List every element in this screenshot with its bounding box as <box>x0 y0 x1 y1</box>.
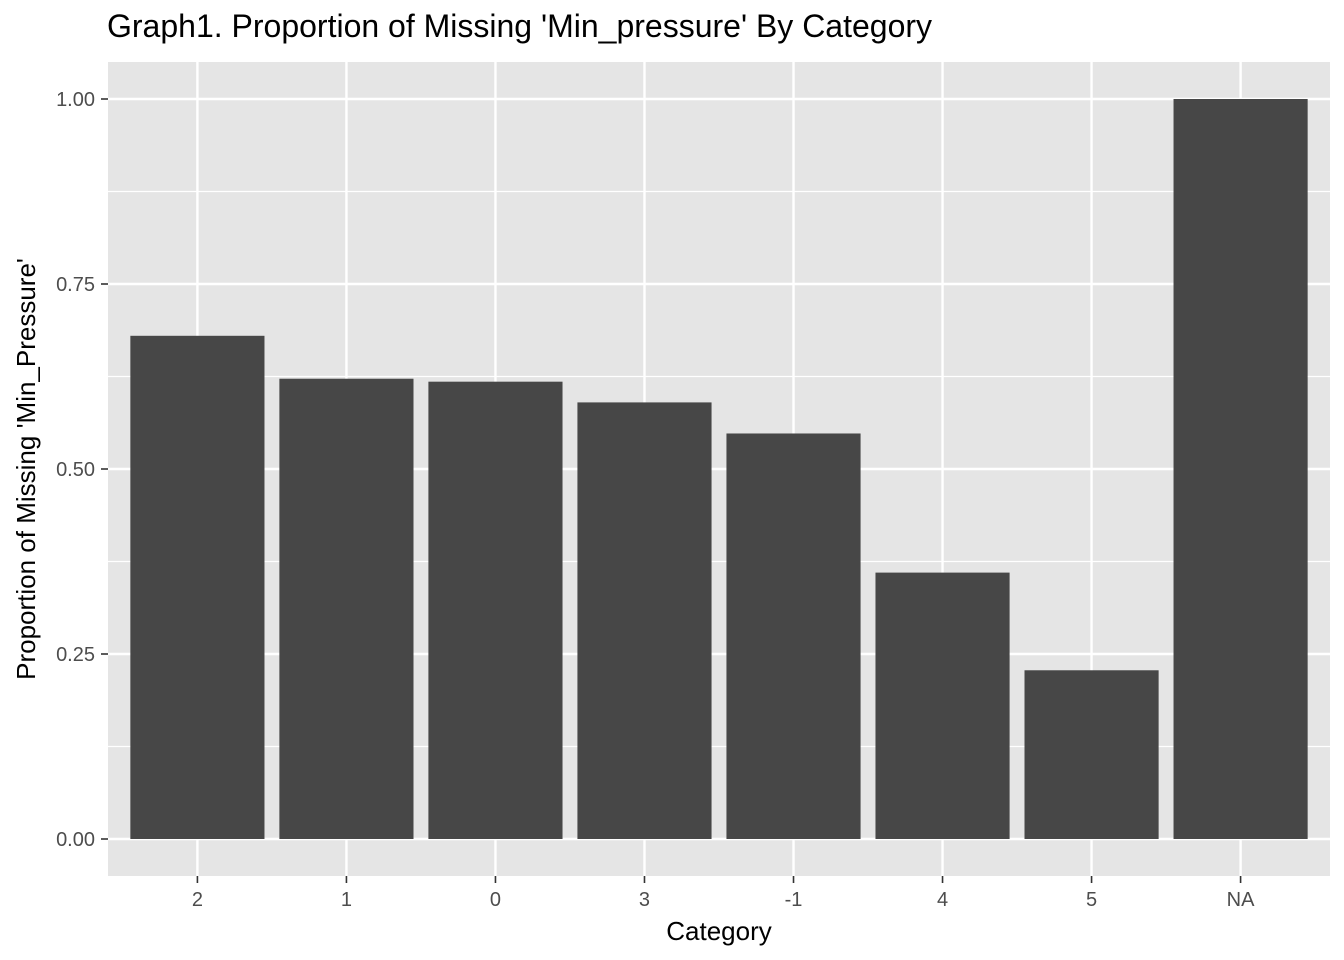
x-tick-label: -1 <box>785 889 803 911</box>
bar-1 <box>279 378 414 839</box>
bar-NA <box>1173 99 1308 839</box>
x-tick-label: 4 <box>937 889 948 911</box>
bar-2 <box>130 335 265 839</box>
y-tick-label: 0.75 <box>56 274 95 296</box>
x-tick-label: 3 <box>639 889 650 911</box>
x-tick-label: 2 <box>192 889 203 911</box>
y-axis: 0.00 0.25 0.50 0.75 1.00 <box>56 89 108 851</box>
y-axis-title: Proportion of Missing 'Min_Pressure' <box>11 258 41 680</box>
bar--1 <box>726 433 861 839</box>
x-axis: 2 1 0 3 -1 4 5 NA <box>192 876 1255 911</box>
y-tick-label: 0.50 <box>56 459 95 481</box>
y-tick-label: 1.00 <box>56 89 95 111</box>
bars <box>130 99 1308 839</box>
y-tick-label: 0.00 <box>56 829 95 851</box>
bar-4 <box>875 572 1010 839</box>
bar-3 <box>577 402 712 839</box>
bar-0 <box>428 381 563 839</box>
x-tick-label: NA <box>1227 889 1255 911</box>
x-axis-title: Category <box>666 916 772 946</box>
x-tick-label: 0 <box>490 889 501 911</box>
chart-title: Graph1. Proportion of Missing 'Min_press… <box>107 8 933 44</box>
x-tick-label: 5 <box>1086 889 1097 911</box>
bar-5 <box>1024 670 1159 839</box>
x-tick-label: 1 <box>341 889 352 911</box>
y-tick-label: 0.25 <box>56 644 95 666</box>
